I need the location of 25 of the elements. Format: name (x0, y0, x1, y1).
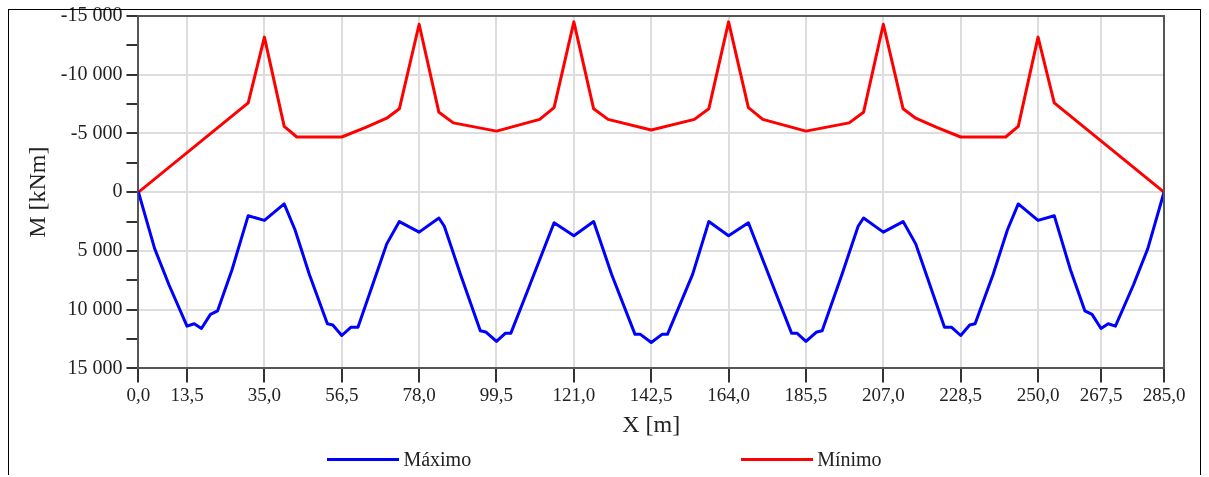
x-tick-label: 142,5 (629, 383, 673, 405)
legend-label: Mínimo (817, 448, 882, 471)
x-tick-label: 250,0 (1016, 383, 1060, 405)
y-tick-label: 10 000 (67, 296, 123, 319)
y-tick-label: 5 000 (77, 238, 123, 261)
x-tick-label: 13,5 (170, 383, 204, 405)
y-axis-title: M [kNm] (23, 146, 50, 238)
x-tick-label: 35,0 (247, 383, 282, 405)
x-tick-label: 285,0 (1142, 383, 1186, 405)
x-tick-label: 228,5 (939, 383, 983, 405)
legend-label: Máximo (403, 448, 472, 471)
y-tick-label: -10 000 (60, 61, 123, 84)
x-tick-label: 78,0 (402, 383, 436, 405)
x-tick-label: 0,0 (126, 383, 151, 405)
x-tick-label: 185,5 (784, 383, 828, 405)
x-tick-label: 56,5 (325, 383, 359, 405)
x-tick-label: 267,5 (1079, 383, 1123, 405)
y-tick-label: -5 000 (70, 120, 123, 143)
x-tick-label: 99,5 (479, 383, 514, 405)
y-tick-label: 0 (112, 179, 123, 202)
x-tick-label: 164,0 (707, 383, 750, 405)
x-tick-label: 207,0 (861, 383, 905, 405)
x-axis-title: X [m] (622, 410, 681, 437)
x-tick-label: 121,0 (552, 383, 596, 405)
y-tick-label: 15 000 (67, 355, 123, 378)
